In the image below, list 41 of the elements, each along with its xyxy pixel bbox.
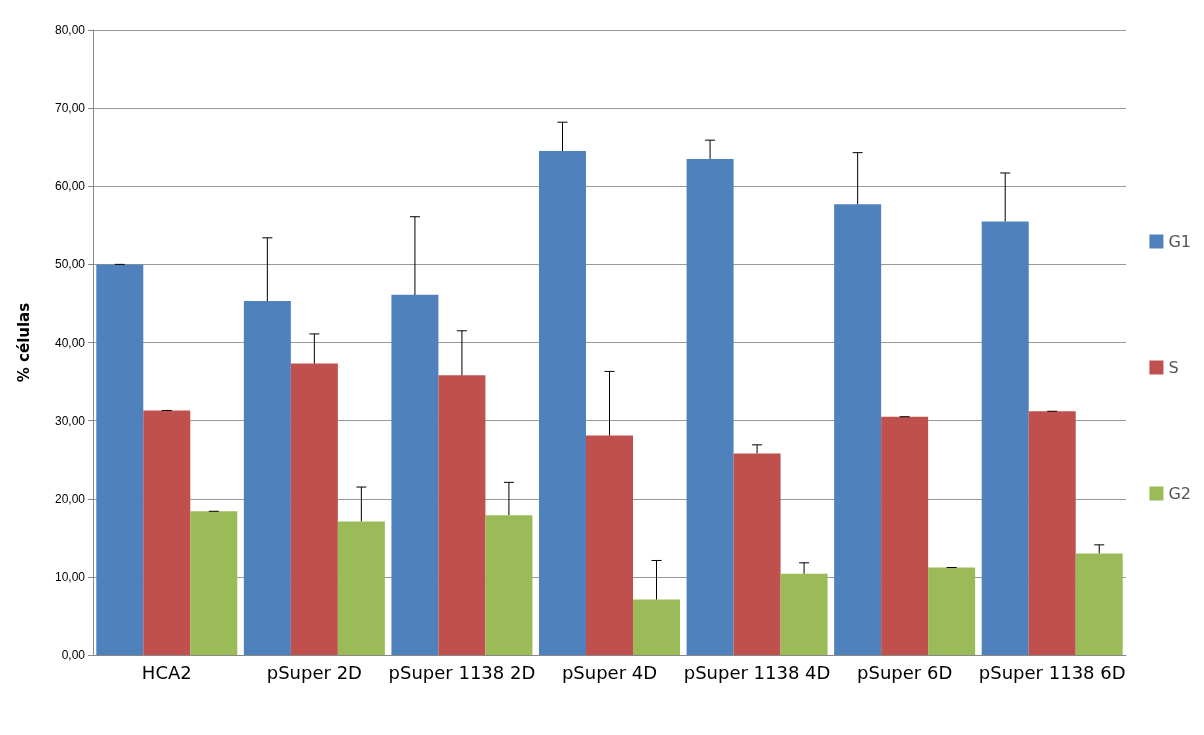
bar: [881, 416, 929, 655]
bar: [438, 375, 486, 655]
y-tick-label: 0,00: [61, 648, 86, 662]
y-tick-label: 80,00: [54, 23, 86, 37]
y-axis-title: % células: [14, 302, 33, 383]
y-tick-label: 10,00: [54, 569, 86, 584]
y-tick-label: 30,00: [54, 413, 86, 428]
bar: [143, 410, 191, 655]
bar: [733, 453, 781, 655]
bar: [981, 221, 1029, 655]
y-tick-label: 60,00: [54, 179, 86, 194]
legend-label: G1: [1168, 232, 1191, 251]
bar: [290, 363, 338, 655]
x-tick-label: pSuper 4D: [561, 661, 658, 683]
legend-label: G2: [1168, 484, 1191, 503]
bar: [1075, 553, 1123, 655]
bar: [243, 301, 291, 655]
bar: [485, 515, 533, 655]
x-tick-label: pSuper 1138 6D: [978, 661, 1126, 683]
y-tick-label: 20,00: [54, 491, 86, 506]
bar: [391, 294, 439, 655]
bar: [928, 567, 976, 655]
legend-label: S: [1168, 358, 1179, 377]
y-tick-label: 40,00: [54, 335, 86, 350]
bar: [834, 204, 882, 655]
bar: [96, 264, 144, 655]
bar: [686, 158, 734, 655]
x-tick-label: pSuper 6D: [857, 661, 953, 683]
bar: [539, 151, 586, 655]
x-tick-label: pSuper 1138 2D: [388, 661, 536, 683]
y-tick-label: 70,00: [54, 101, 86, 116]
bar: [1028, 411, 1076, 655]
bar: [633, 599, 680, 655]
bar: [337, 521, 385, 655]
bar: [780, 573, 828, 655]
x-tick-label: HCA2: [141, 661, 192, 683]
y-tick-label: 50,00: [54, 257, 86, 272]
x-tick-label: pSuper 2D: [266, 661, 362, 683]
bar: [586, 435, 633, 655]
bar: [190, 511, 238, 655]
x-tick-label: pSuper 1138 4D: [683, 661, 831, 683]
